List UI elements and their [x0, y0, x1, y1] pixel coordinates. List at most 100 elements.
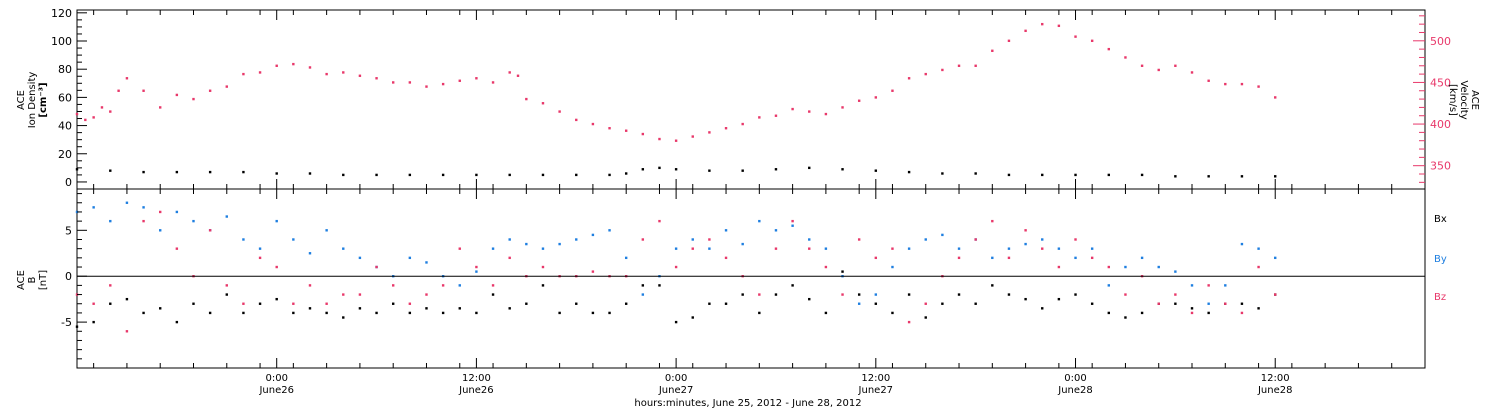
bfield-panel-series0-point	[758, 311, 761, 315]
density-panel-series1-point	[824, 112, 828, 116]
bfield-panel-series2-point	[674, 265, 678, 269]
bfield-panel-series2-point	[758, 293, 761, 296]
time-tick-label: 0:00	[1064, 373, 1086, 384]
bfield-panel-series0-point	[808, 297, 811, 301]
bfield-panel-series2-point	[342, 293, 345, 296]
density-panel-series1-point	[791, 107, 794, 111]
bfield-panel-series0-point	[658, 284, 661, 287]
time-tick-label: 12:00	[861, 373, 890, 384]
bfield-panel-series1-point	[1257, 247, 1260, 250]
density-panel-series0-point	[208, 170, 212, 174]
bfield-panel-series0-point	[1207, 311, 1210, 315]
time-tick-label: 12:00	[1261, 373, 1290, 384]
density-panel-series1-point	[408, 81, 412, 84]
density-panel-series1-point	[516, 74, 520, 77]
bfield-axis-label-1: ACE	[16, 270, 27, 290]
density-panel-series1-point	[974, 64, 977, 67]
bfield-panel-series1-point	[258, 247, 262, 250]
bfield-panel-series2-point	[808, 247, 811, 250]
bfield-panel-series0-point	[1190, 307, 1194, 310]
bfield-panel-series2-point	[1207, 284, 1210, 287]
bfield-panel-series1-point	[1090, 247, 1094, 250]
density-panel-series1-point	[175, 93, 179, 97]
density-panel-series1-point	[674, 139, 678, 142]
bfield-panel-series0-point	[242, 311, 245, 315]
bfield-panel-series0-point	[1074, 293, 1077, 296]
bfield-panel-series2-point	[292, 302, 295, 305]
bfield-panel-series0-point	[491, 293, 495, 296]
density-axis-label-3: [cm⁻³]	[38, 82, 49, 117]
bfield-panel-series1-point	[175, 210, 179, 214]
bfield-panel-series0-point	[857, 293, 861, 296]
density-panel-series1-point	[641, 132, 645, 136]
density-panel-series1-point	[192, 97, 195, 101]
density-panel-series0-point	[1207, 175, 1210, 178]
density-panel-series1-point	[1041, 22, 1044, 26]
density-panel-series1-point	[84, 118, 87, 122]
density-panel-series0-point	[1074, 173, 1077, 177]
density-panel-series1-point	[741, 122, 744, 126]
bfield-panel-series0-point	[1124, 316, 1127, 319]
bfield-panel-series0-point	[924, 316, 927, 319]
date-tick-label: June28	[1257, 385, 1293, 396]
bfield-panel-series1-point	[791, 224, 794, 227]
density-panel-series1-point	[1240, 82, 1244, 86]
plot-frames	[76, 9, 1426, 369]
density-panel-series1-point	[441, 82, 445, 86]
bfield-panel-series2-point	[425, 293, 428, 296]
density-panel-series0-point	[674, 168, 678, 171]
bfield-panel-series1-point	[408, 256, 412, 260]
bfield-panel-series1-point	[525, 242, 528, 246]
bfield-panel-series0-point	[375, 311, 378, 315]
density-panel-series0-point	[941, 172, 944, 175]
density-panel-series1-point	[907, 77, 911, 80]
bfield-panel-series1-point	[275, 219, 278, 223]
density-panel-series0-point	[508, 173, 511, 177]
density-panel-series0-point	[741, 169, 744, 172]
bfield-panel-series0-point	[1057, 297, 1061, 301]
bfield-panel-series0-point	[325, 311, 328, 315]
bfield-panel-series2-point	[541, 265, 545, 269]
bfield-panel-series2-point	[1124, 293, 1127, 296]
bfield-panel-series2-point	[1041, 247, 1044, 250]
bfield-panel-series0-point	[1007, 293, 1011, 296]
bfield-panel-series0-point	[907, 293, 911, 296]
bfield-panel-series0-point	[1090, 302, 1094, 305]
bfield-panel-series1-point	[292, 238, 295, 241]
x-axis-title: hours:minutes, June 25, 2012 - June 28, …	[634, 398, 861, 409]
bfield-panel-series2-point	[92, 302, 95, 305]
bfield-panel-series1-point	[774, 229, 778, 232]
date-tick-label: June27	[858, 385, 894, 396]
bfield-panel-series2-point	[491, 284, 495, 287]
bfield-panel-series2-point	[208, 229, 212, 232]
bfield-panel-series0-point	[1140, 311, 1144, 315]
bfield-panel-series1-point	[342, 247, 345, 250]
bfield-panel-series2-point	[175, 247, 179, 250]
density-panel-series0-point	[541, 173, 545, 177]
bfield-panel-series0-point	[991, 284, 994, 287]
bfield-panel-series0-point	[125, 297, 129, 301]
density-panel-series1-point	[774, 114, 778, 117]
density-panel-series0-point	[841, 168, 844, 171]
density-panel-series0-point	[109, 169, 112, 172]
bfield-panel-series2-point	[1024, 229, 1027, 232]
density-panel-series1-point	[1224, 82, 1227, 86]
bfield-panel-series1-point	[1107, 284, 1111, 287]
density-panel-series0-point	[658, 166, 661, 170]
bfield-panel-series1-point	[924, 238, 927, 241]
bfield-panel-series1-point	[758, 219, 761, 223]
bfield-panel-series2-point	[924, 302, 927, 305]
density-panel-series1-point	[1157, 68, 1160, 72]
bfield-panel-series2-point	[991, 219, 994, 223]
velocity-axis-label-3: [km/s]	[1447, 84, 1458, 116]
bfield-panel-series0-point	[175, 320, 179, 324]
density-panel-series1-point	[1007, 39, 1011, 43]
bfield-panel-series1-point	[508, 238, 511, 241]
density-panel-series1-point	[1174, 64, 1177, 67]
density-panel-series0-point	[408, 173, 412, 177]
bfield-panel-series1-point	[708, 247, 711, 250]
bfield-panel-series0-point	[1107, 311, 1111, 315]
bfield-panel-series0-point	[192, 302, 195, 305]
bfield-panel-series0-point	[308, 307, 312, 310]
